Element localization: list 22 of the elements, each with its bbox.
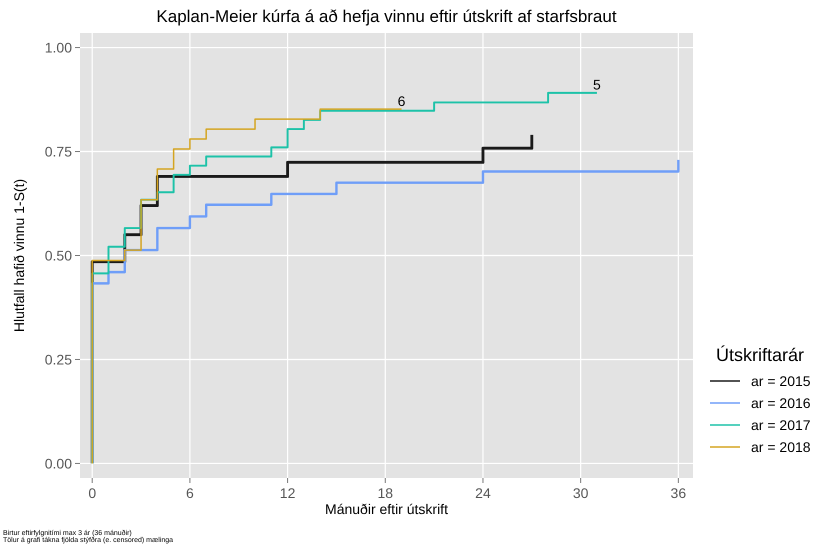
annotation: 6 <box>398 92 406 109</box>
y-axis-title: Hlutfall hafið vinnu 1-S(t) <box>11 178 27 332</box>
annotation: 5 <box>593 76 602 93</box>
y-tick-label: 0.50 <box>44 247 72 264</box>
legend-label: ar = 2018 <box>751 438 811 455</box>
x-tick-label: 6 <box>186 485 194 501</box>
x-tick-label: 0 <box>88 485 96 501</box>
x-tick-label: 30 <box>572 485 589 501</box>
y-tick-label: 1.00 <box>44 39 72 56</box>
legend-label: ar = 2015 <box>751 372 811 389</box>
y-tick-label: 0.00 <box>44 455 72 472</box>
x-tick-label: 36 <box>670 485 686 501</box>
legend-title: Útskriftarár <box>716 345 804 365</box>
legend-label: ar = 2016 <box>751 394 811 411</box>
x-axis-title: Mánuðir eftir útskrift <box>325 501 448 517</box>
y-tick-label: 0.25 <box>44 351 72 368</box>
x-tick-label: 12 <box>280 485 296 501</box>
legend-label: ar = 2017 <box>751 416 811 433</box>
x-tick-label: 18 <box>377 485 394 501</box>
chart-title: Kaplan-Meier kúrfa á að hefja vinnu eftir útskrift af starfsbraut <box>156 7 617 26</box>
x-tick-label: 24 <box>475 485 491 501</box>
y-tick-label: 0.75 <box>44 143 72 160</box>
